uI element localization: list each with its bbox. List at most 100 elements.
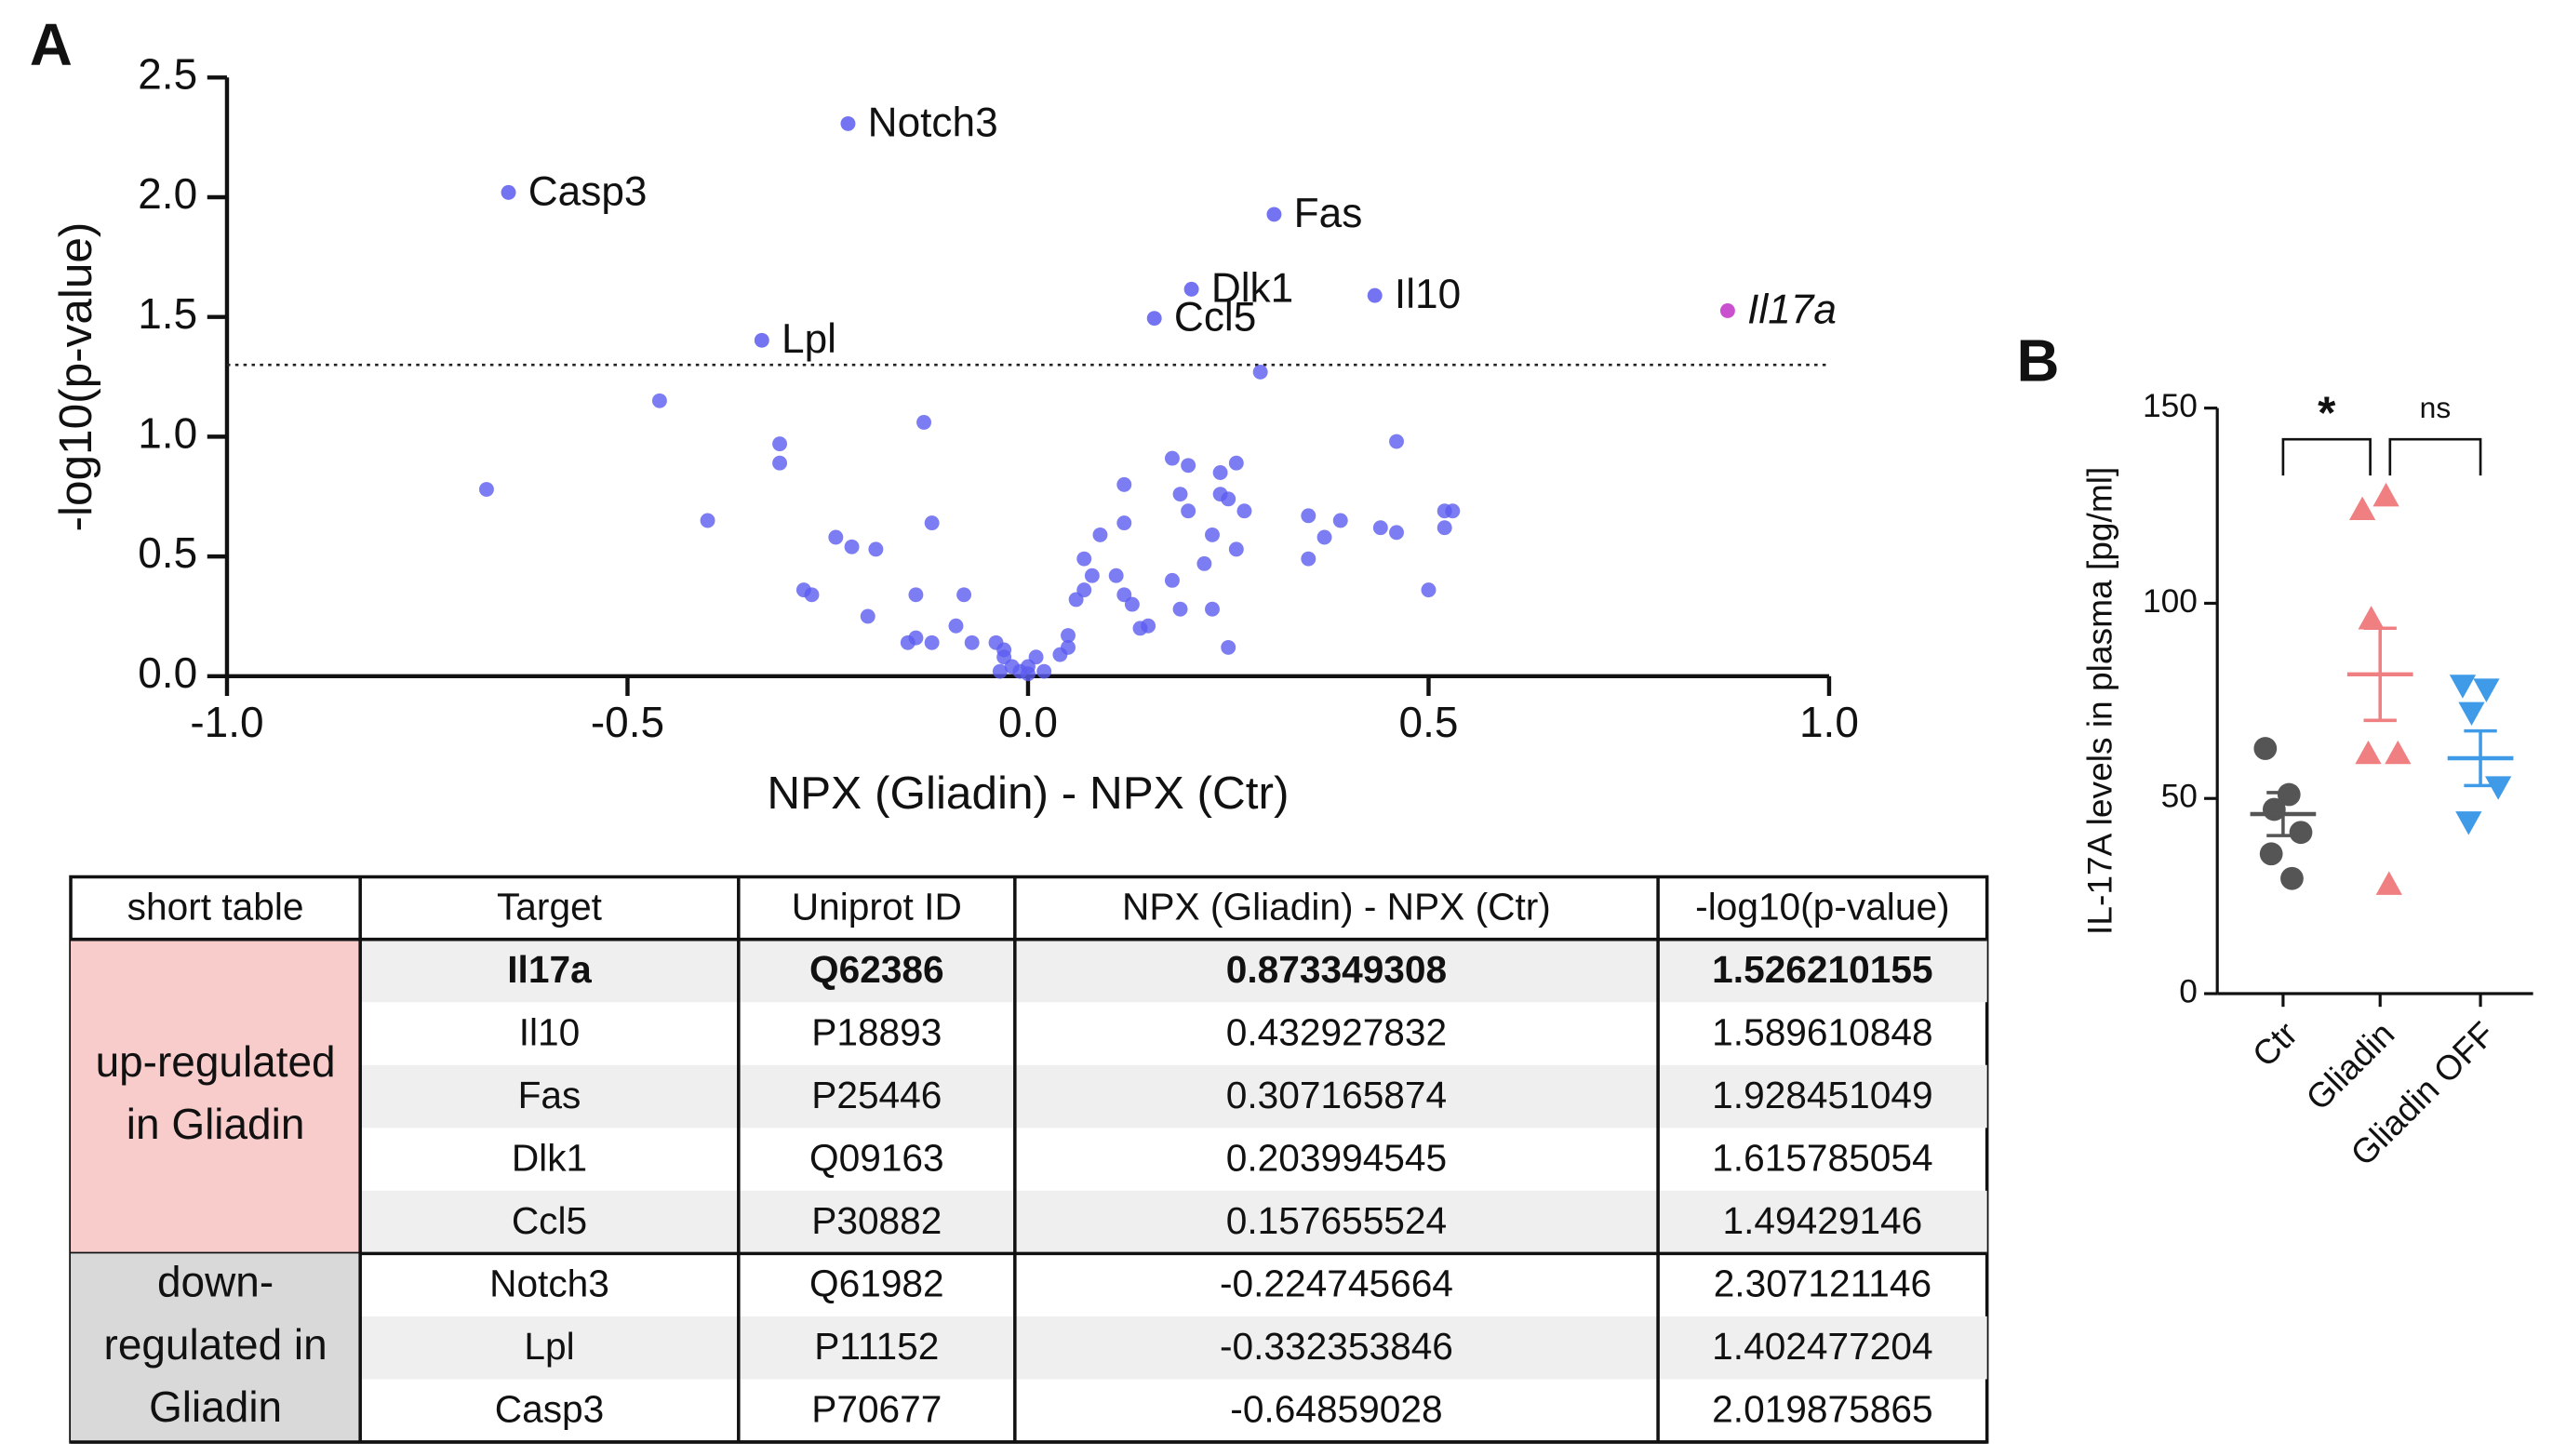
table-cell: Lpl (524, 1325, 574, 1368)
point (1076, 582, 1092, 598)
point (1445, 503, 1461, 519)
x-tick-label: Ctr (2244, 1014, 2305, 1075)
point (1172, 601, 1188, 617)
point (1164, 450, 1180, 466)
group-label: in Gliadin (127, 1100, 305, 1148)
sem-bar (2464, 728, 2497, 788)
point (1141, 618, 1156, 634)
point (1316, 529, 1332, 545)
x-tick-label: -0.5 (591, 698, 664, 746)
x-tick-label: 1.0 (1799, 698, 1859, 746)
group-label: Gliadin (149, 1383, 282, 1431)
group-label: down- (157, 1258, 274, 1306)
x-tick-label: -1.0 (190, 698, 263, 746)
table-header: Target (497, 886, 602, 928)
table-cell: P30882 (811, 1199, 942, 1242)
panel-label: B (2017, 327, 2060, 394)
point (1108, 568, 1124, 583)
point (964, 634, 980, 650)
data-point (2280, 866, 2304, 890)
point (1172, 487, 1188, 502)
table-header: NPX (Gliadin) - NPX (Ctr) (1122, 886, 1551, 928)
data-point (2253, 737, 2278, 760)
point (1124, 596, 1140, 612)
table-cell: 0.203994545 (1226, 1137, 1447, 1180)
table-cell: -0.224745664 (1220, 1262, 1453, 1305)
y-tick-label: 100 (2143, 583, 2198, 620)
y-axis-label: -log10(p-value) (50, 222, 101, 532)
point-label: Ccl5 (1174, 295, 1256, 341)
point-label: Dlk1 (1211, 265, 1293, 311)
group-cell (71, 939, 361, 1254)
group-cell (71, 1253, 361, 1442)
point (956, 587, 972, 603)
data-point (2473, 678, 2500, 702)
point (860, 608, 875, 624)
table-cell: Il10 (519, 1010, 581, 1053)
point (948, 618, 964, 634)
point (772, 455, 788, 471)
point (1092, 527, 1108, 542)
significance-bracket (2281, 437, 2372, 476)
data-point (2455, 811, 2482, 835)
labeled-point (754, 332, 769, 348)
point (1221, 639, 1236, 655)
significance-bracket (2388, 437, 2482, 476)
y-tick-label: 50 (2161, 779, 2198, 815)
table-cell: P70677 (811, 1388, 942, 1431)
point (1061, 628, 1076, 644)
point (1332, 513, 1348, 528)
point (1205, 601, 1220, 617)
table-cell: -0.332353846 (1220, 1325, 1453, 1368)
point (1036, 663, 1052, 679)
point (868, 541, 884, 557)
data-point (2355, 740, 2382, 765)
table-cell: Q62386 (809, 948, 944, 991)
point (1228, 455, 1244, 471)
x-axis-label: NPX (Gliadin) - NPX (Ctr) (767, 768, 1289, 819)
row-shade (360, 1064, 1987, 1129)
table-cell: Dlk1 (512, 1137, 587, 1180)
y-axis-label: IL-17A levels in plasma [pg/ml] (2079, 467, 2118, 935)
point (1372, 520, 1388, 536)
table-cell: 2.019875865 (1712, 1388, 1932, 1431)
point (700, 513, 715, 528)
y-tick-label: 2.5 (138, 49, 197, 98)
table-cell: Q09163 (809, 1137, 944, 1180)
data-point (2485, 776, 2512, 800)
y-tick-label: 2.0 (138, 169, 197, 218)
row-shade (360, 939, 1987, 1003)
point (828, 529, 844, 545)
y-tick-label: 1.5 (138, 289, 197, 338)
table-cell: Il17a (507, 948, 592, 991)
group-label: up-regulated (96, 1037, 336, 1086)
point (1116, 476, 1132, 492)
point (1389, 434, 1404, 449)
table-cell: 1.402477204 (1712, 1325, 1932, 1368)
point (651, 393, 667, 408)
sem-bar (2363, 626, 2397, 723)
row-shade (360, 1190, 1987, 1254)
point (908, 630, 924, 646)
point (1061, 639, 1076, 655)
table-cell: 0.157655524 (1226, 1199, 1447, 1242)
point (1228, 541, 1244, 557)
point (1181, 503, 1196, 519)
significance-label: * (2318, 388, 2336, 439)
x-tick-label: 0.0 (998, 698, 1058, 746)
table-cell: 1.526210155 (1712, 948, 1932, 991)
point (1301, 508, 1316, 524)
table-header: -log10(p-value) (1695, 886, 1949, 928)
point (1421, 582, 1437, 598)
labeled-point (1183, 281, 1199, 297)
point-label: Casp3 (528, 168, 648, 214)
labeled-point (840, 115, 856, 131)
point (1196, 555, 1212, 571)
point (478, 482, 494, 497)
row-shade (360, 1316, 1987, 1380)
point (1301, 551, 1316, 567)
significance-label: ns (2420, 391, 2452, 424)
data-point (2375, 871, 2402, 895)
point-label: Fas (1294, 191, 1363, 236)
